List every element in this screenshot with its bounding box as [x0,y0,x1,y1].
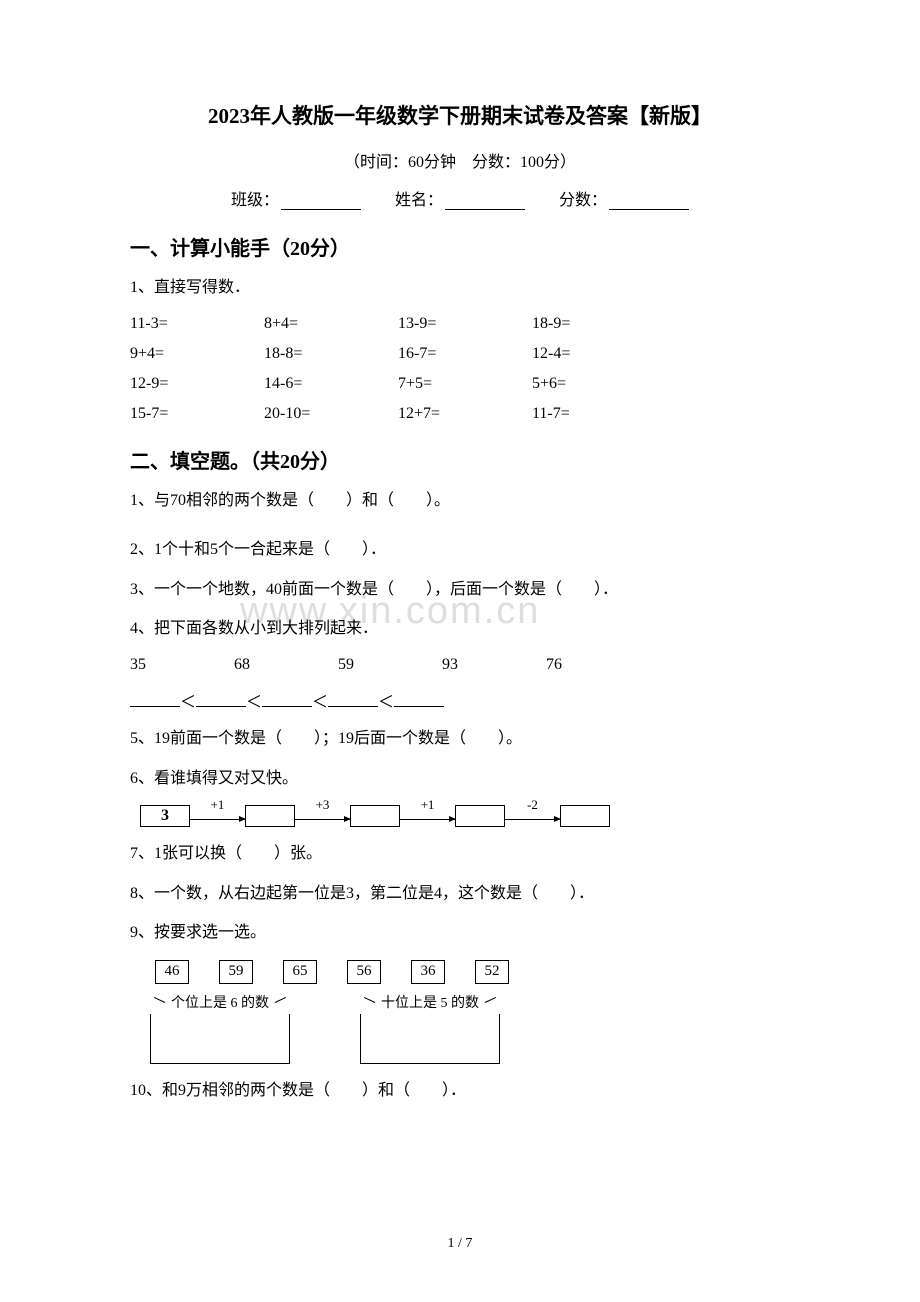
lt-symbol: ＜ [180,694,196,711]
class-label: 班级： [231,192,279,209]
calc-item: 12-9= [130,375,260,393]
calc-item: 11-7= [532,405,662,423]
flow-arrow: +1 [190,805,245,827]
calc-item: 8+4= [264,315,394,333]
exam-subtitle: （时间：60分钟 分数：100分） [130,148,790,172]
sort-blank [394,693,444,707]
bin-2: 十位上是 5 的数 [360,992,500,1064]
flow-box [560,805,610,827]
flow-box [245,805,295,827]
sort-num: 93 [442,656,542,674]
s2-q4-blanks: ＜ ＜ ＜ ＜ [130,688,790,712]
sort-blank [262,693,312,707]
calc-item: 11-3= [130,315,260,333]
s2-q1: 1、与70相邻的两个数是（ ）和（ ）。 [130,488,790,514]
lt-symbol: ＜ [312,694,328,711]
calc-item: 5+6= [532,375,662,393]
section1-heading: 一、计算小能手（20分） [130,232,790,261]
calc-item: 18-8= [264,345,394,363]
flow-op: -2 [505,797,560,813]
calc-item: 13-9= [398,315,528,333]
num-box: 36 [411,960,445,984]
flow-arrow: +1 [400,805,455,827]
class-blank [281,194,361,210]
flow-box-start: 3 [140,805,190,827]
s2-q10: 10、和9万相邻的两个数是（ ）和（ ）． [130,1078,790,1104]
sort-blank [130,693,180,707]
flow-op: +1 [190,797,245,813]
sort-blank [196,693,246,707]
sort-num: 59 [338,656,438,674]
calc-item: 12-4= [532,345,662,363]
calc-row-0: 11-3= 8+4= 13-9= 18-9= [130,315,790,333]
s2-q8: 8、一个数，从右边起第一位是3，第二位是4，这个数是（ ）． [130,881,790,907]
s2-q9-label: 9、按要求选一选。 [130,920,790,946]
bin-2-box [360,1014,500,1064]
name-label: 姓名： [395,192,443,209]
calc-item: 14-6= [264,375,394,393]
flow-arrow: +3 [295,805,350,827]
calc-item: 7+5= [398,375,528,393]
s2-q3: 3、一个一个地数，40前面一个数是（ ），后面一个数是（ ）． [130,577,790,603]
s2-q2: 2、1个十和5个一合起来是（ ）． [130,537,790,563]
s2-q6-chain: 3 +1 +3 +1 -2 [140,805,790,827]
num-box: 46 [155,960,189,984]
calc-row-1: 9+4= 18-8= 16-7= 12-4= [130,345,790,363]
calc-item: 15-7= [130,405,260,423]
flow-op: +1 [400,797,455,813]
calc-row-3: 15-7= 20-10= 12+7= 11-7= [130,405,790,423]
calc-item: 20-10= [264,405,394,423]
score-label: 分数： [559,192,607,209]
s2-q9-area: 46 59 65 56 36 52 个位上是 6 的数 十位上是 5 的数 [150,960,790,1064]
bin-2-label: 十位上是 5 的数 [375,992,485,1012]
sort-num: 68 [234,656,334,674]
bin-1-box [150,1014,290,1064]
student-info-line: 班级： 姓名： 分数： [130,186,790,210]
flow-box [350,805,400,827]
exam-title: 2023年人教版一年级数学下册期末试卷及答案【新版】 [130,100,790,130]
num-box: 52 [475,960,509,984]
num-box: 65 [283,960,317,984]
bin-1-label: 个位上是 6 的数 [165,992,275,1012]
num-box: 59 [219,960,253,984]
s2-q5: 5、19前面一个数是（ ）；19后面一个数是（ ）。 [130,726,790,752]
q1-label: 1、直接写得数． [130,275,790,301]
sort-blank [328,693,378,707]
page-number: 1 / 7 [0,1236,920,1252]
s2-q4-nums: 35 68 59 93 76 [130,656,790,674]
flow-arrow: -2 [505,805,560,827]
sort-num: 76 [546,656,646,674]
calc-row-2: 12-9= 14-6= 7+5= 5+6= [130,375,790,393]
s2-q7: 7、1张可以换（ ）张。 [130,841,790,867]
s2-q6-label: 6、看谁填得又对又快。 [130,766,790,792]
sort-num: 35 [130,656,230,674]
flow-op: +3 [295,797,350,813]
score-blank [609,194,689,210]
lt-symbol: ＜ [246,694,262,711]
calc-item: 9+4= [130,345,260,363]
bins-row: 个位上是 6 的数 十位上是 5 的数 [150,992,790,1064]
calc-item: 12+7= [398,405,528,423]
bin-1: 个位上是 6 的数 [150,992,290,1064]
calc-item: 18-9= [532,315,662,333]
section2-heading: 二、填空题。（共20分） [130,445,790,474]
s2-q4-label: 4、把下面各数从小到大排列起来． [130,616,790,642]
calc-item: 16-7= [398,345,528,363]
num-boxes-row: 46 59 65 56 36 52 [155,960,790,984]
num-box: 56 [347,960,381,984]
name-blank [445,194,525,210]
lt-symbol: ＜ [378,694,394,711]
flow-box [455,805,505,827]
